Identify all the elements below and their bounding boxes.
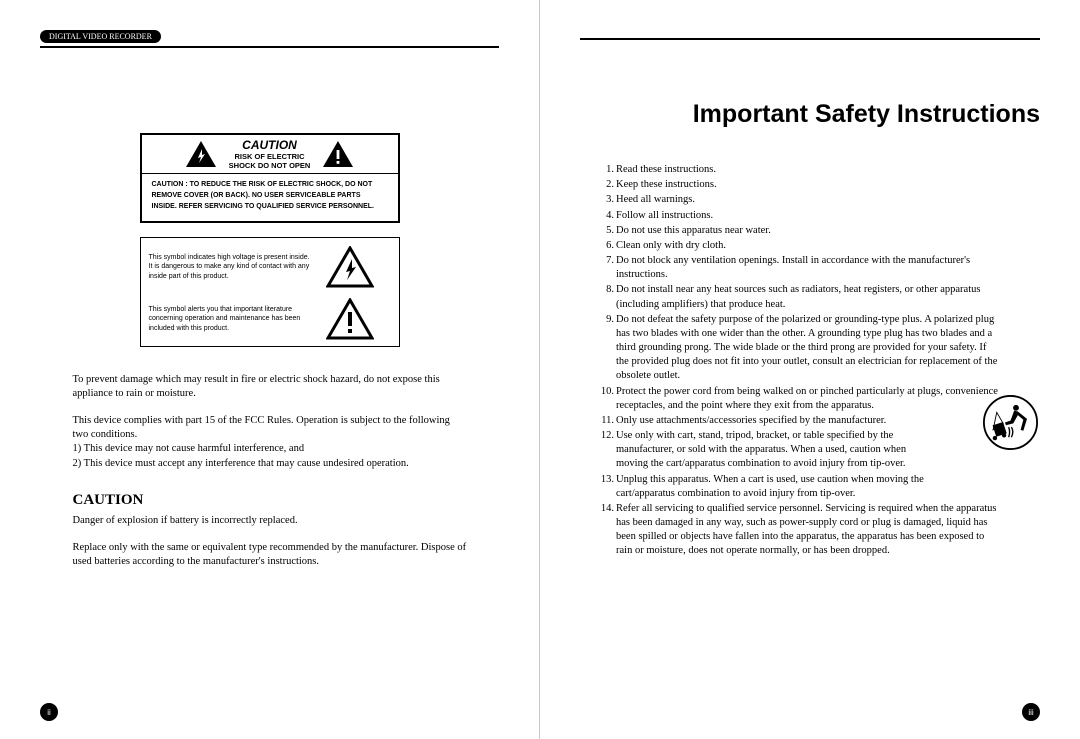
header-right [580, 38, 1040, 40]
lightning-triangle-outline-icon [324, 246, 376, 288]
caution-box: CAUTION RISK OF ELECTRIC SHOCK DO NOT OP… [140, 133, 400, 223]
header-rule [40, 46, 499, 48]
caution-title: CAUTION [229, 138, 311, 152]
instructions-list: Read these instructions. Keep these inst… [598, 163, 998, 559]
instruction-item: Do not use this apparatus near water. [598, 224, 998, 238]
exclamation-triangle-icon [320, 140, 356, 168]
left-fcc-cond1: 1) This device may not cause harmful int… [73, 442, 467, 456]
left-fcc-cond2: 2) This device must accept any interfere… [73, 457, 467, 471]
header-rule-right [580, 38, 1040, 40]
instruction-item: Follow all instructions. [598, 209, 998, 223]
instruction-item: Clean only with dry cloth. [598, 239, 998, 253]
header-product-pill: DIGITAL VIDEO RECORDER [40, 30, 161, 43]
instruction-item: Heed all warnings. [598, 193, 998, 207]
instruction-item: Only use attachments/accessories specifi… [598, 414, 998, 428]
instruction-item: Do not defeat the safety purpose of the … [598, 313, 998, 384]
instruction-item: Read these instructions. [598, 163, 998, 177]
caution-heading: CAUTION [73, 490, 467, 510]
instruction-item: Protect the power cord from being walked… [598, 385, 998, 413]
page-title: Important Safety Instructions [580, 100, 1040, 129]
page-number-right: iii [1022, 703, 1040, 721]
left-para-moisture: To prevent damage which may result in fi… [73, 373, 467, 401]
battery-warning-1: Danger of explosion if battery is incorr… [73, 514, 467, 528]
instruction-item: Use only with cart, stand, tripod, brack… [598, 429, 998, 472]
instruction-item: Unplug this apparatus. When a cart is us… [598, 473, 998, 501]
right-page: Important Safety Instructions Read these… [540, 0, 1080, 739]
left-page: DIGITAL VIDEO RECORDER CAUTION RISK OF E… [0, 0, 540, 739]
symbol-explanation-box: This symbol indicates high voltage is pr… [140, 237, 400, 347]
bolt-symbol-text: This symbol indicates high voltage is pr… [149, 253, 314, 281]
instruction-item: Do not install near any heat sources suc… [598, 283, 998, 311]
cart-tipover-icon [983, 395, 1038, 450]
header: DIGITAL VIDEO RECORDER [40, 26, 499, 48]
left-para-fcc: This device complies with part 15 of the… [73, 414, 467, 442]
bang-symbol-text: This symbol alerts you that important li… [149, 305, 314, 333]
battery-warning-2: Replace only with the same or equivalent… [73, 541, 467, 569]
page-number-left: ii [40, 703, 58, 721]
instruction-item: Keep these instructions. [598, 178, 998, 192]
caution-body-text: CAUTION : TO REDUCE THE RISK OF ELECTRIC… [142, 174, 398, 221]
instruction-item: Refer all servicing to qualified service… [598, 502, 998, 559]
exclamation-triangle-outline-icon [324, 298, 376, 340]
instruction-item: Do not block any ventilation openings. I… [598, 254, 998, 282]
caution-subtitle: RISK OF ELECTRIC SHOCK DO NOT OPEN [229, 153, 311, 170]
lightning-triangle-icon [183, 140, 219, 168]
